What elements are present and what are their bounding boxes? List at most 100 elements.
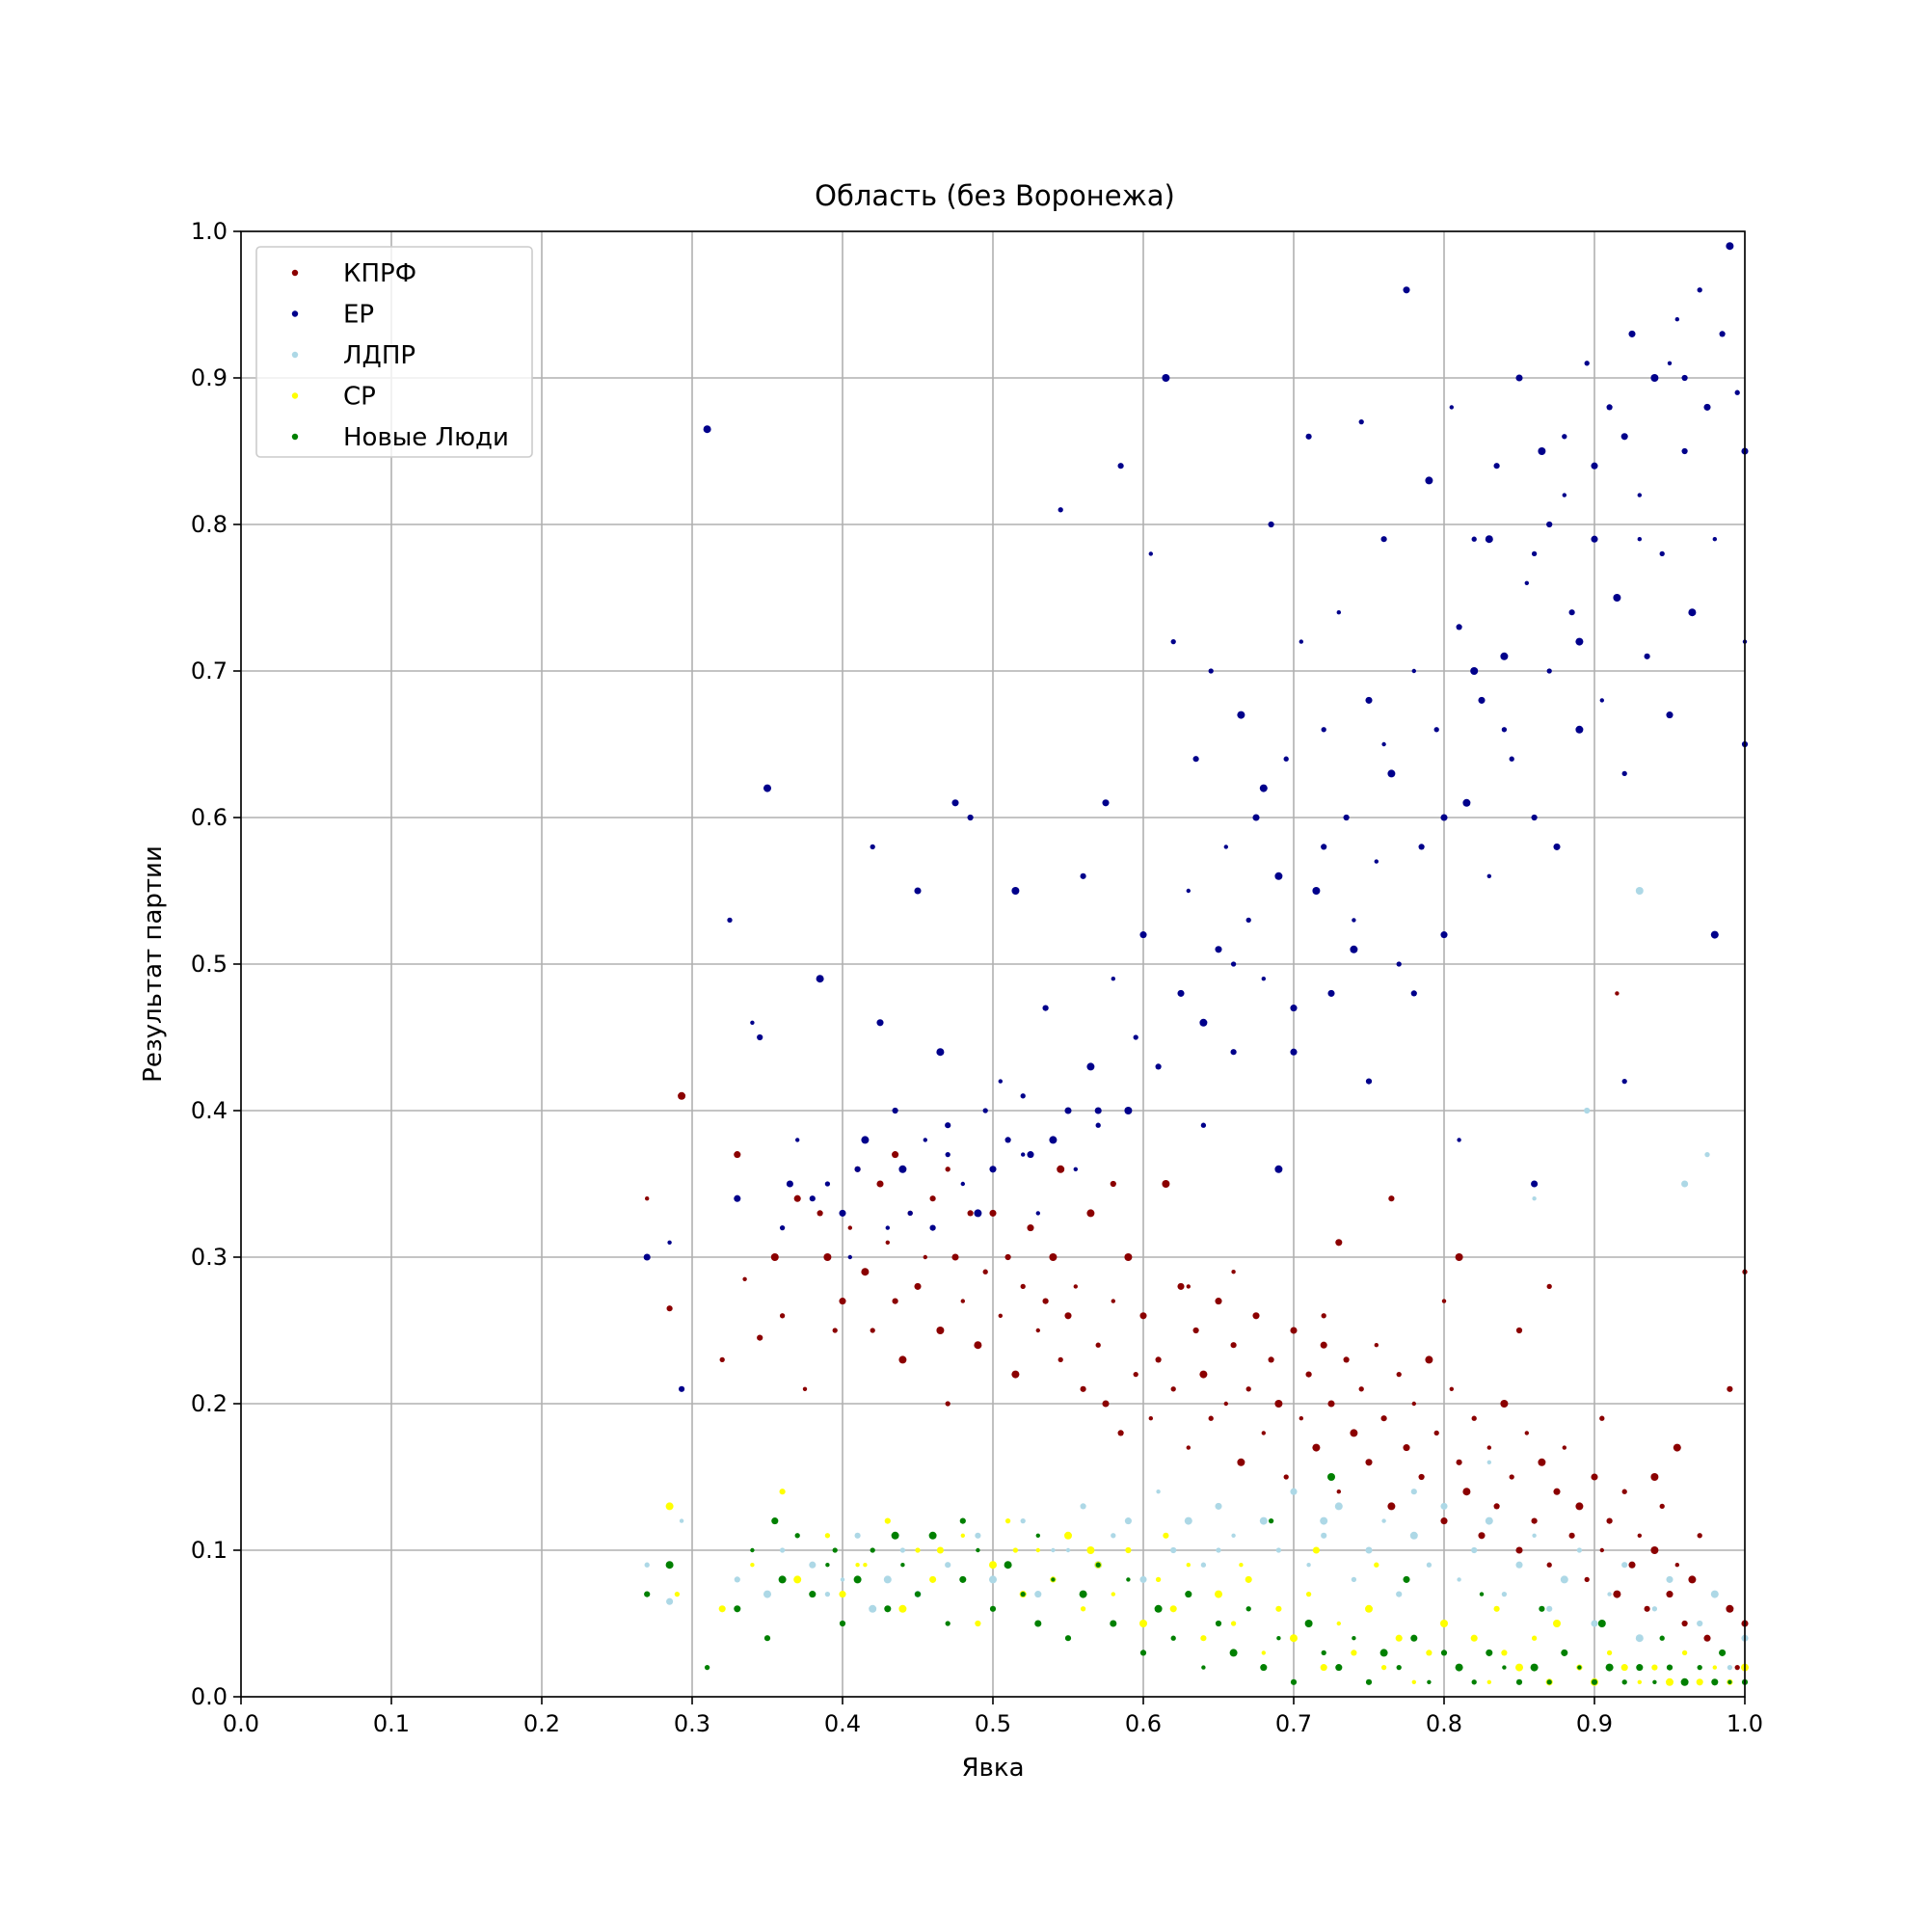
data-point: [982, 1108, 988, 1114]
data-point: [1734, 1664, 1740, 1671]
data-point: [989, 1209, 997, 1217]
data-point: [885, 1225, 890, 1230]
legend-label: СР: [343, 383, 376, 412]
data-point: [847, 1225, 852, 1230]
data-point: [1710, 930, 1719, 939]
data-point: [989, 1561, 997, 1570]
data-point: [1410, 990, 1417, 997]
data-point: [1170, 1546, 1177, 1554]
x-tick-label: 0.1: [373, 1710, 410, 1737]
data-point: [876, 1019, 884, 1027]
data-point: [763, 1635, 771, 1642]
data-point: [1352, 918, 1356, 923]
data-point: [1562, 434, 1567, 440]
data-point: [1712, 537, 1718, 542]
data-point: [1162, 1180, 1170, 1188]
data-point: [1065, 1547, 1071, 1553]
data-point: [1697, 1620, 1703, 1627]
data-point: [1711, 1678, 1719, 1686]
data-point: [1239, 1563, 1244, 1568]
data-point: [1470, 667, 1479, 675]
data-point: [1584, 1576, 1590, 1583]
y-tick-label: 0.9: [191, 364, 228, 391]
data-point: [945, 1151, 951, 1158]
data-point: [1200, 1562, 1207, 1568]
data-point: [1186, 1284, 1192, 1289]
data-point: [1411, 668, 1417, 674]
data-point: [1515, 1327, 1523, 1334]
data-point: [1440, 931, 1448, 939]
data-point: [1154, 1604, 1163, 1613]
data-point: [1027, 1224, 1034, 1232]
data-point: [757, 1033, 763, 1041]
data-point: [1080, 1606, 1086, 1612]
y-tick-label: 0.1: [191, 1537, 228, 1564]
data-point: [1440, 814, 1448, 821]
data-point: [1201, 1665, 1206, 1670]
data-point: [982, 1269, 988, 1275]
data-point: [1064, 1635, 1072, 1642]
data-point: [1673, 1443, 1681, 1452]
data-point: [1186, 1563, 1192, 1568]
data-point: [1004, 1253, 1011, 1261]
data-point: [1531, 1517, 1538, 1524]
data-point: [779, 1489, 786, 1495]
data-point: [1004, 1561, 1012, 1570]
data-point: [840, 1577, 845, 1582]
data-point: [734, 1576, 740, 1583]
data-point: [1546, 1562, 1552, 1568]
legend-marker: [291, 392, 299, 399]
data-point: [1425, 476, 1433, 485]
data-point: [1073, 1284, 1079, 1289]
y-tick-label: 0.8: [191, 511, 228, 538]
data-point: [1192, 1327, 1199, 1334]
data-point: [1139, 1312, 1147, 1320]
y-tick-label: 0.7: [191, 657, 228, 684]
data-point: [1170, 638, 1176, 645]
data-point: [1531, 1635, 1538, 1641]
data-point: [1575, 1502, 1584, 1511]
data-point: [1321, 727, 1326, 733]
data-point: [1667, 361, 1673, 365]
data-point: [786, 1180, 793, 1188]
data-point: [1162, 374, 1170, 382]
data-point: [1216, 1547, 1221, 1553]
data-point: [975, 1620, 981, 1627]
data-point: [1591, 535, 1598, 543]
data-point: [1396, 1591, 1403, 1597]
data-point: [1215, 1620, 1222, 1627]
y-tick-label: 0.4: [191, 1097, 228, 1124]
legend-marker: [291, 269, 299, 277]
data-point: [1515, 1546, 1523, 1554]
data-point: [1374, 1562, 1379, 1568]
data-point: [1449, 405, 1455, 410]
data-point: [1155, 1576, 1162, 1583]
data-point: [1704, 1151, 1710, 1158]
data-point: [734, 1151, 741, 1159]
data-point: [1252, 1312, 1260, 1320]
series-0: [645, 991, 1749, 1671]
data-point: [1245, 917, 1251, 924]
data-point: [1530, 1663, 1539, 1672]
data-point: [1095, 1342, 1101, 1348]
x-tick-label: 0.9: [1576, 1710, 1613, 1737]
data-point: [1365, 1546, 1373, 1554]
data-point: [1471, 1415, 1477, 1421]
data-point: [1455, 1253, 1463, 1261]
data-point: [853, 1575, 862, 1584]
data-point: [1139, 1575, 1147, 1583]
data-point: [898, 1604, 907, 1613]
data-point: [1568, 609, 1575, 616]
data-point: [928, 1531, 937, 1540]
legend-marker: [291, 351, 299, 359]
data-point: [1094, 1107, 1102, 1114]
data-point: [1177, 1282, 1185, 1290]
data-point: [923, 1254, 927, 1260]
data-point: [793, 1194, 801, 1202]
data-point: [1681, 1650, 1688, 1656]
data-point: [1268, 1517, 1274, 1524]
data-point: [825, 1563, 830, 1568]
data-point: [750, 1563, 755, 1568]
data-point: [1433, 1430, 1439, 1436]
series-2: [644, 887, 1749, 1671]
